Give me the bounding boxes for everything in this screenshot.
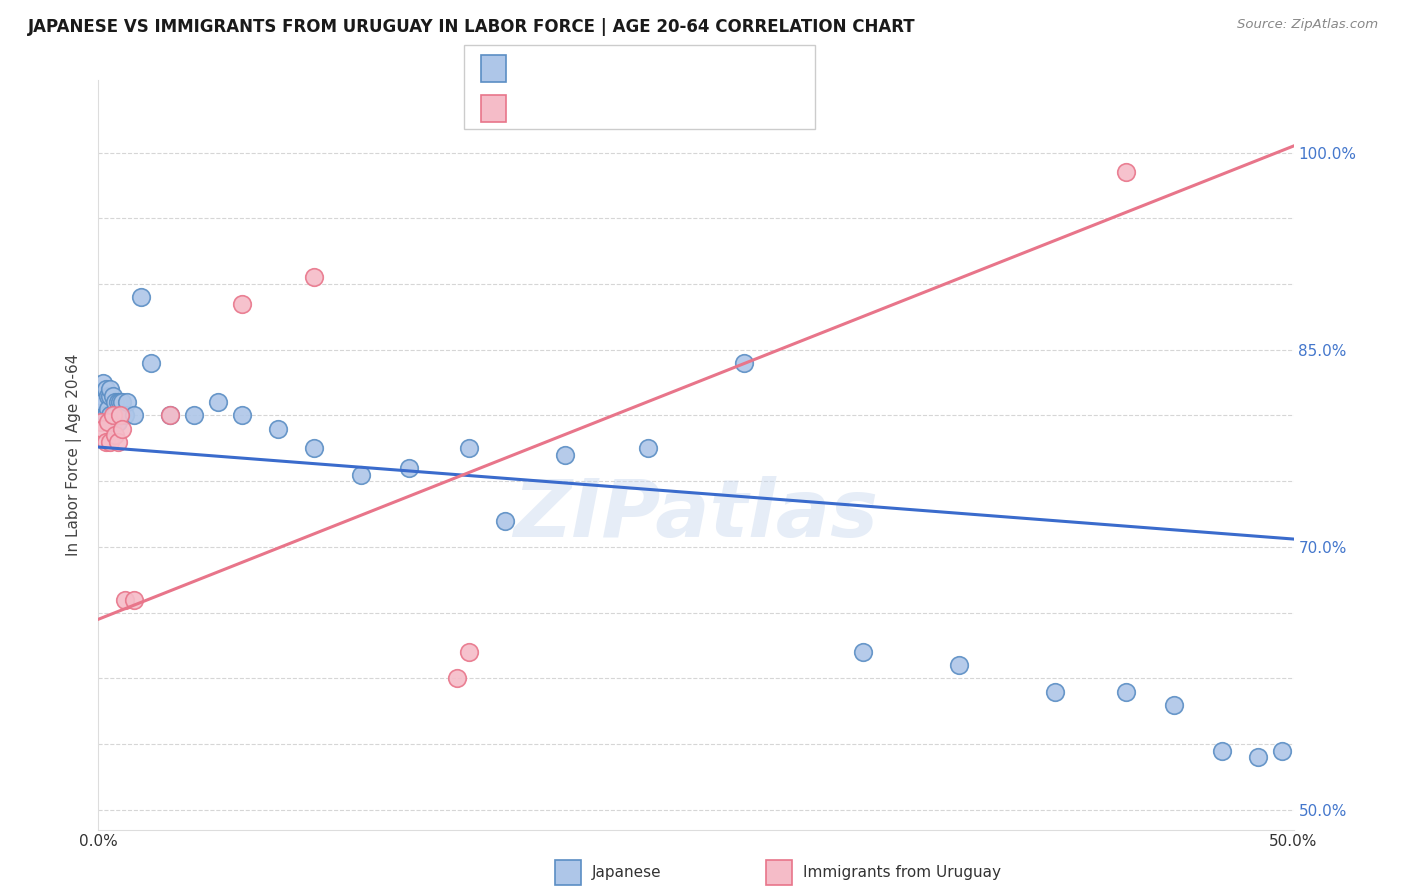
Text: 0.597: 0.597 [564, 101, 614, 116]
Point [852, 645, 875, 659]
Point [1043, 684, 1066, 698]
Point [94, 382, 117, 396]
Text: Immigrants from Uruguay: Immigrants from Uruguay [803, 865, 1001, 880]
Point [458, 442, 481, 456]
Point [98, 389, 122, 403]
Point [98, 382, 122, 396]
Point [97, 415, 120, 429]
Text: N =: N = [644, 101, 681, 116]
Y-axis label: In Labor Force | Age 20-64: In Labor Force | Age 20-64 [66, 354, 83, 556]
Point [97, 389, 120, 403]
Point [231, 297, 253, 311]
Point [91, 395, 114, 409]
Point [90, 409, 112, 423]
Point [1211, 744, 1233, 758]
Point [124, 409, 146, 423]
Point [302, 442, 325, 456]
Point [91, 376, 114, 390]
Text: 18: 18 [690, 101, 713, 116]
Point [350, 467, 373, 482]
Point [94, 409, 117, 423]
Text: R =: R = [517, 101, 553, 116]
Point [90, 389, 112, 403]
Point [302, 270, 325, 285]
Point [398, 461, 420, 475]
Point [91, 422, 114, 436]
Point [159, 409, 181, 423]
Point [111, 395, 134, 409]
Text: 46: 46 [690, 61, 713, 76]
Point [183, 409, 205, 423]
Text: ZIPatlas: ZIPatlas [513, 475, 879, 554]
Point [101, 409, 124, 423]
Point [94, 434, 117, 449]
Point [114, 409, 136, 423]
Point [267, 422, 290, 436]
Point [111, 422, 134, 436]
Point [90, 415, 112, 429]
Point [97, 401, 120, 416]
Text: JAPANESE VS IMMIGRANTS FROM URUGUAY IN LABOR FORCE | AGE 20-64 CORRELATION CHART: JAPANESE VS IMMIGRANTS FROM URUGUAY IN L… [28, 18, 915, 36]
Point [1115, 165, 1137, 179]
Point [101, 415, 124, 429]
Point [104, 395, 127, 409]
Point [107, 415, 129, 429]
Point [733, 356, 755, 370]
Point [108, 395, 131, 409]
Point [98, 434, 122, 449]
Point [115, 395, 138, 409]
Point [458, 645, 481, 659]
Point [108, 409, 131, 423]
Point [207, 395, 229, 409]
Point [1271, 744, 1294, 758]
Point [124, 592, 146, 607]
Point [104, 409, 127, 423]
Point [446, 672, 468, 686]
Point [104, 428, 127, 442]
Point [107, 434, 129, 449]
Point [948, 658, 970, 673]
Point [554, 448, 576, 462]
Point [139, 356, 162, 370]
Text: R =: R = [517, 61, 553, 76]
Point [231, 409, 253, 423]
Text: Source: ZipAtlas.com: Source: ZipAtlas.com [1237, 18, 1378, 31]
Point [1115, 684, 1137, 698]
Point [98, 409, 122, 423]
Point [114, 592, 136, 607]
Point [1163, 698, 1185, 712]
Point [101, 389, 124, 403]
Point [1247, 750, 1270, 764]
Text: -0.139: -0.139 [564, 61, 621, 76]
Point [107, 395, 129, 409]
Point [131, 290, 153, 304]
Point [637, 442, 659, 456]
Text: Japanese: Japanese [592, 865, 662, 880]
Point [159, 409, 181, 423]
Point [108, 409, 131, 423]
Point [494, 514, 516, 528]
Text: N =: N = [644, 61, 681, 76]
